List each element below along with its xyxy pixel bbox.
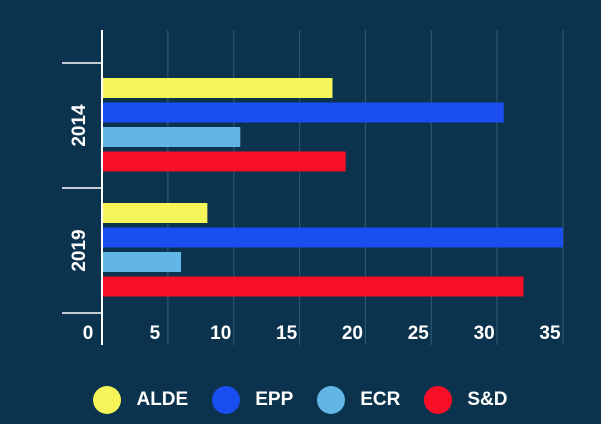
bar-2019-ecr — [103, 252, 182, 272]
bars — [103, 78, 563, 297]
axes — [62, 30, 103, 345]
bar-2014-ecr — [103, 127, 241, 147]
legend-item-epp: EPP — [212, 386, 293, 414]
legend-label-ecr: ECR — [360, 389, 401, 410]
legend-swatch-sd — [424, 386, 453, 414]
x-tick-label-35: 35 — [539, 323, 561, 344]
gridlines — [167, 30, 564, 345]
bar-2014-sd — [103, 151, 346, 172]
category-label-2014: 2014 — [69, 104, 90, 147]
legend-label-alde: ALDE — [136, 389, 189, 410]
legend-swatch-epp — [212, 386, 241, 414]
legend-item-ecr: ECR — [317, 386, 400, 414]
tick-labels: 0 5 10 15 20 25 30 35 — [83, 323, 561, 344]
bar-2019-epp — [103, 227, 563, 248]
x-tick-label-25: 25 — [408, 323, 430, 344]
legend-swatch-ecr — [317, 386, 346, 414]
legend-item-alde: ALDE — [93, 386, 188, 414]
category-label-2019: 2019 — [69, 229, 90, 271]
legend: ALDE EPP ECR S&D — [0, 384, 601, 416]
bar-2019-alde — [103, 203, 208, 223]
legend-swatch-alde — [93, 386, 122, 414]
legend-label-sd: S&D — [467, 389, 508, 410]
category-labels: 2014 2019 — [69, 104, 90, 272]
x-tick-label-5: 5 — [150, 323, 161, 344]
x-tick-label-0: 0 — [83, 323, 94, 344]
x-tick-label-20: 20 — [342, 323, 363, 344]
bar-2014-epp — [103, 102, 504, 123]
bar-2014-alde — [103, 78, 333, 98]
legend-label-epp: EPP — [255, 389, 294, 410]
x-tick-label-15: 15 — [276, 323, 298, 344]
bar-2019-sd — [103, 276, 524, 297]
x-tick-label-10: 10 — [210, 323, 231, 344]
x-tick-label-30: 30 — [474, 323, 495, 344]
legend-item-sd: S&D — [424, 386, 508, 414]
